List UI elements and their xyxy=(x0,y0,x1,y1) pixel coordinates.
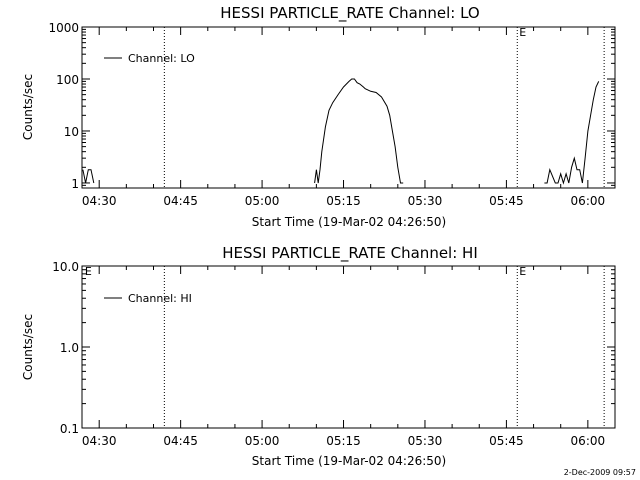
panel-hi: HESSI PARTICLE_RATE Channel: HI Counts/s… xyxy=(21,244,616,468)
legend-label: Channel: HI xyxy=(128,292,192,305)
y-tick-label: 0.1 xyxy=(60,422,79,436)
y-tick-label: 10 xyxy=(64,125,79,139)
x-tick-label: 05:00 xyxy=(245,434,280,448)
y-tick-label: 1000 xyxy=(48,21,79,35)
y-tick-label: 10.0 xyxy=(52,260,79,274)
x-axis-label: Start Time (19-Mar-02 04:26:50) xyxy=(252,454,446,468)
series-line xyxy=(544,81,600,185)
y-axis-label: Counts/sec xyxy=(21,74,35,140)
axis-ticks: 04:30 04:45 05:00 05:15 05:30 05:45 06:00 0.1 1.… xyxy=(52,260,616,448)
y-tick-label: 1 xyxy=(71,177,79,191)
x-tick-label: 04:45 xyxy=(163,194,198,208)
event-marker-label: E xyxy=(519,265,526,278)
panel-lo: HESSI PARTICLE_RATE Channel: LO Counts/s… xyxy=(21,4,616,229)
vertical-markers: E xyxy=(163,26,605,188)
x-axis-label: Start Time (19-Mar-02 04:26:50) xyxy=(252,215,446,229)
x-tick-label: 05:45 xyxy=(489,434,524,448)
chart-title: HESSI PARTICLE_RATE Channel: HI xyxy=(222,244,478,263)
x-tick-label: 04:30 xyxy=(82,194,117,208)
x-tick-label: 05:15 xyxy=(326,194,361,208)
x-tick-label: 05:30 xyxy=(408,194,443,208)
chart-title: HESSI PARTICLE_RATE Channel: LO xyxy=(220,4,479,23)
x-tick-label: 05:00 xyxy=(245,194,280,208)
series-line xyxy=(82,169,95,184)
x-tick-label: 05:30 xyxy=(408,434,443,448)
x-tick-label: 05:45 xyxy=(489,194,524,208)
event-marker-label: E xyxy=(519,26,526,39)
y-tick-label: 100 xyxy=(56,73,79,87)
x-tick-label: 06:00 xyxy=(571,434,606,448)
series-group xyxy=(82,78,600,185)
plot-frame xyxy=(81,26,616,189)
x-tick-label: 04:30 xyxy=(82,434,117,448)
event-marker-label: E xyxy=(85,265,92,278)
x-tick-label: 04:45 xyxy=(163,434,198,448)
x-tick-label: 06:00 xyxy=(571,194,606,208)
series-line xyxy=(314,78,404,184)
y-axis-label: Counts/sec xyxy=(21,314,35,380)
timestamp: 2-Dec-2009 09:57 xyxy=(564,468,636,477)
axis-ticks: 04:30 04:45 05:00 05:15 05:30 05:45 06:00 1 10 10… xyxy=(48,21,616,208)
legend-label: Channel: LO xyxy=(128,52,195,65)
plot-frame xyxy=(81,265,616,429)
y-tick-label: 1.0 xyxy=(60,341,79,355)
x-tick-label: 05:15 xyxy=(326,434,361,448)
